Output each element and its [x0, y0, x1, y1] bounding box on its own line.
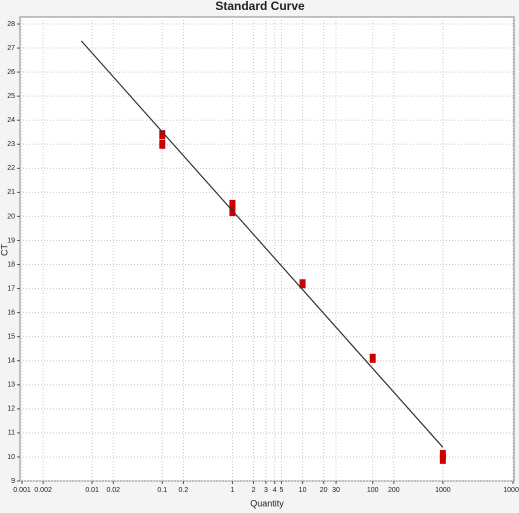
data-point [369, 353, 376, 363]
x-tick-label: 1000 [435, 487, 451, 494]
data-point [159, 130, 166, 140]
y-tick-label: 28 [7, 21, 15, 28]
y-tick-label: 20 [7, 213, 15, 220]
y-tick-label: 17 [7, 285, 15, 292]
y-tick-label: 9 [11, 478, 15, 485]
y-tick-label: 14 [7, 358, 15, 365]
x-tick-label: 10 [299, 487, 307, 494]
x-tick-label: 200 [388, 487, 400, 494]
x-tick-label: 3 [264, 487, 268, 494]
y-tick-label: 13 [7, 382, 15, 389]
data-point [159, 139, 166, 149]
x-tick-label: 0.01 [85, 487, 99, 494]
x-tick-label: 0.02 [106, 487, 120, 494]
x-tick-label: 4 [273, 487, 277, 494]
x-tick-label: 2 [252, 487, 256, 494]
y-tick-label: 12 [7, 406, 15, 413]
data-point [439, 450, 446, 460]
y-axis-label: CT [0, 244, 9, 256]
data-point [299, 279, 306, 289]
x-tick-label: 30 [332, 487, 340, 494]
y-tick-label: 22 [7, 165, 15, 172]
y-tick-label: 11 [8, 430, 15, 437]
fit-line [80, 40, 444, 448]
x-axis-label: Quantity [250, 498, 284, 508]
x-tick-label: 0.2 [179, 487, 189, 494]
x-tick-label: 1 [230, 487, 234, 494]
x-tick-label: 5 [280, 487, 284, 494]
x-tick-label: 20 [320, 487, 328, 494]
x-tick-label: 0.001 [13, 487, 31, 494]
chart-title: Standard Curve [215, 0, 305, 13]
y-tick-label: 25 [7, 93, 15, 100]
y-tick-label: 27 [7, 45, 15, 52]
y-tick-label: 10 [7, 454, 15, 461]
y-tick-label: 21 [7, 189, 15, 196]
y-tick-label: 19 [7, 237, 15, 244]
x-tick-label: 100 [367, 487, 379, 494]
x-tick-label: 10000 [503, 487, 519, 494]
y-tick-label: 16 [7, 309, 15, 316]
y-tick-label: 23 [7, 141, 15, 148]
x-tick-label: 0.002 [34, 487, 52, 494]
y-tick-label: 24 [7, 117, 15, 124]
x-tick-label: 0.1 [157, 487, 167, 494]
y-tick-label: 26 [7, 69, 15, 76]
y-tick-label: 15 [7, 334, 15, 341]
y-tick-label: 18 [7, 261, 15, 268]
data-point [439, 454, 446, 464]
data-point [229, 199, 236, 209]
